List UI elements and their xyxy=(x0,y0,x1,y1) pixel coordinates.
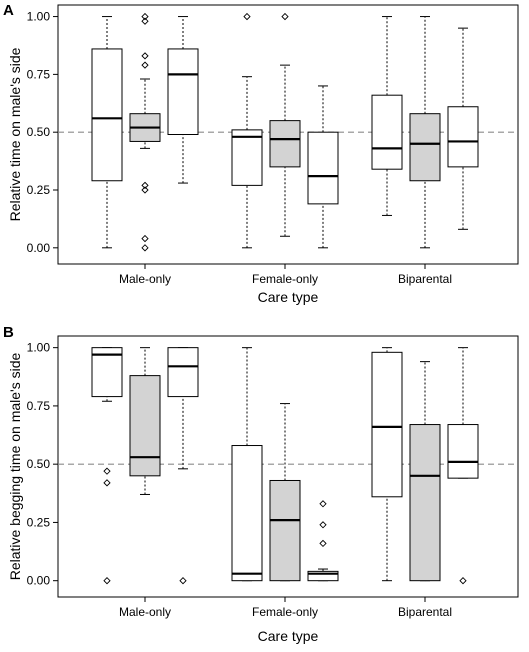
panel-b-y-tick-label: 0.75 xyxy=(27,399,51,413)
panel-b-box xyxy=(447,424,479,479)
panel-b-box xyxy=(129,375,161,477)
panel-b-frame xyxy=(57,335,519,598)
panel-a-box xyxy=(269,120,301,168)
panel-b-outlier-point xyxy=(319,521,327,529)
panel-a-outlier-point xyxy=(141,17,149,25)
panel-a-y-tick-label: 0.75 xyxy=(27,67,51,81)
panel-a-outlier-point xyxy=(141,52,149,60)
panel-a-box xyxy=(447,106,479,168)
panel-a-y-tick-label: 0.50 xyxy=(27,125,51,139)
panel-a-outlier-point xyxy=(281,12,289,21)
panel-b-x-tick-label: Male-only xyxy=(119,605,171,619)
panel-b-outlier-point xyxy=(319,500,327,508)
panel-a-box xyxy=(231,129,263,186)
panel-b-outlier-point xyxy=(103,479,111,487)
panel-b-y-tick-label: 0.00 xyxy=(27,574,51,588)
panel-b-y-axis-title: Relative begging time on male's side xyxy=(7,353,23,581)
panel-b-box xyxy=(91,347,123,398)
panel-b-box xyxy=(371,351,403,498)
panel-b-outlier-point xyxy=(103,577,111,585)
panel-b-y-tick-label: 0.25 xyxy=(27,515,51,529)
panel-b-x-axis-title: Care type xyxy=(258,628,319,644)
panel-a-outlier-point xyxy=(243,12,251,21)
panel-a-y-tick-label: 1.00 xyxy=(27,10,51,24)
panel-a-x-tick-label: Female-only xyxy=(252,272,318,286)
panel-a-y-tick-label: 0.00 xyxy=(27,241,51,255)
panel-b-y-tick-label: 0.50 xyxy=(27,457,51,471)
panel-b-outlier-point xyxy=(459,577,467,585)
panel-a-box xyxy=(167,48,199,135)
panel-a-box xyxy=(409,113,441,182)
panel-a-outlier-point xyxy=(141,181,149,190)
panel-a-box xyxy=(307,131,339,205)
panel-b-outlier-point xyxy=(179,577,187,585)
panel-b-x-tick-label: Female-only xyxy=(252,605,318,619)
panel-a-outlier-point xyxy=(141,244,149,252)
panel-b-box xyxy=(307,570,339,582)
panel-a-box xyxy=(371,94,403,170)
panel-b-box xyxy=(231,445,263,582)
panel-b-box xyxy=(409,424,441,582)
panel-a-y-tick-label: 0.25 xyxy=(27,183,51,197)
panel-b-y-tick-label: 1.00 xyxy=(27,341,51,355)
panel-a-outlier-point xyxy=(141,12,149,21)
panel-b-letter: B xyxy=(3,324,14,341)
panel-b-box xyxy=(269,479,301,582)
panel-a-y-axis-title: Relative time on male's side xyxy=(7,47,23,221)
panel-a-frame xyxy=(57,4,519,265)
panel-a-outlier-point xyxy=(141,234,149,243)
panel-a-outlier-point xyxy=(141,61,149,69)
panel-a-x-tick-label: Male-only xyxy=(119,272,171,286)
panel-a-letter: A xyxy=(3,2,14,19)
panel-a-box xyxy=(91,48,123,182)
panel-b-box xyxy=(167,347,199,398)
panel-a-outlier-point xyxy=(141,186,149,194)
panel-b-outlier-point xyxy=(103,467,111,475)
panel-a-x-tick-label: Biparental xyxy=(398,272,452,286)
panel-a-x-axis-title: Care type xyxy=(258,289,319,305)
panel-b-outlier-point xyxy=(319,539,327,548)
panel-b-x-tick-label: Biparental xyxy=(398,605,452,619)
